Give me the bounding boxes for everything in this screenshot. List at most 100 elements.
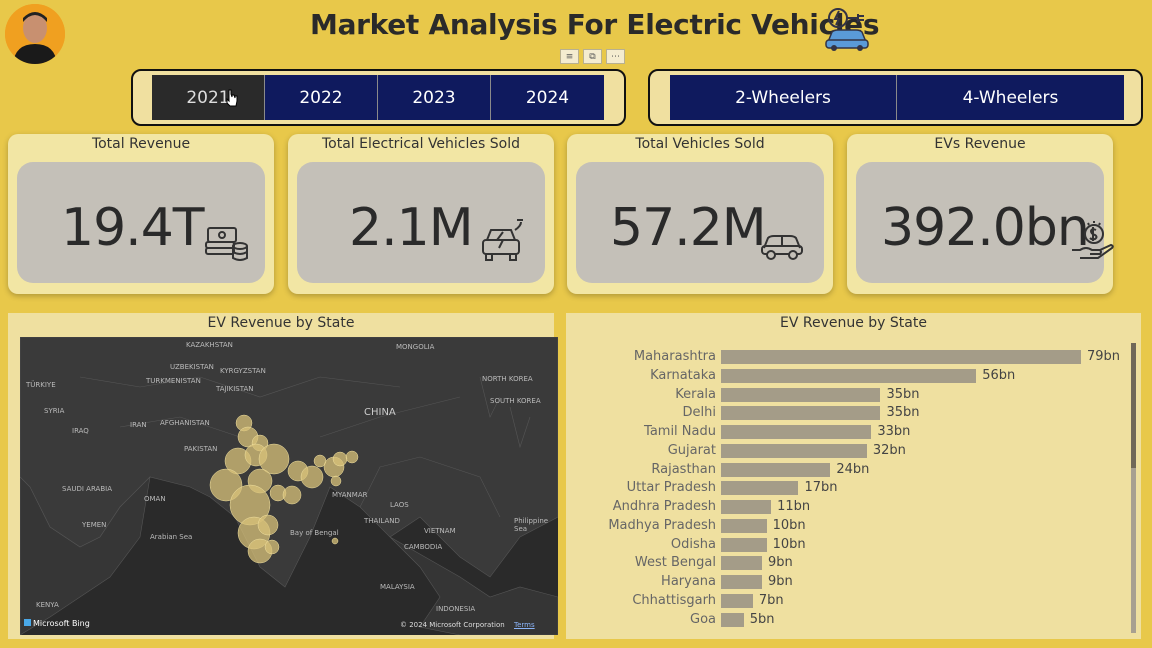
map-label: Bay of Bengal xyxy=(290,529,339,537)
money-stack-icon xyxy=(202,218,250,266)
kpi-title: EVs Revenue xyxy=(934,136,1026,152)
ev-revenue-map[interactable]: TÜRKIYE SYRIA IRAQ IRAN AFGHANISTAN PAKI… xyxy=(20,337,558,635)
visual-header-toolbar: ≡ ⧉ ⋯ xyxy=(560,49,625,64)
chart-scrollbar[interactable] xyxy=(1131,343,1136,633)
year-2021-button[interactable]: 2021 xyxy=(152,75,265,120)
map-label: THAILAND xyxy=(364,517,400,525)
two-wheelers-button[interactable]: 2-Wheelers xyxy=(670,75,897,120)
bar-category-label: Kerala xyxy=(675,386,716,402)
bar[interactable] xyxy=(721,368,977,383)
bar-value-label: 11bn xyxy=(777,499,811,514)
kpi-ev-revenue: EVs Revenue 392.0bn xyxy=(847,134,1114,294)
map-label: CAMBODIA xyxy=(404,543,443,551)
bar[interactable] xyxy=(721,500,772,514)
bar-category-label: Uttar Pradesh xyxy=(626,480,716,496)
avatar xyxy=(5,4,65,64)
map-label: TURKMENISTAN xyxy=(146,377,201,385)
bar-chart-panel: EV Revenue by State Maharashtra 79bn Karna… xyxy=(566,313,1141,639)
map-label: PAKISTAN xyxy=(184,445,218,453)
bar-value-label: 9bn xyxy=(768,555,793,571)
bar-row[interactable]: Uttar Pradesh 17bn xyxy=(566,478,1126,497)
bar-row[interactable]: Rajasthan 24bn xyxy=(566,460,1126,479)
bar[interactable] xyxy=(721,593,753,608)
map-label: SYRIA xyxy=(44,407,65,415)
map-landmass xyxy=(20,337,558,635)
bar-category-label: Rajasthan xyxy=(651,461,716,477)
bar[interactable] xyxy=(721,387,881,402)
map-label: IRAN xyxy=(130,421,147,429)
vehicle-type-slicer: 2-Wheelers 4-Wheelers xyxy=(648,69,1143,126)
bar[interactable] xyxy=(721,425,872,439)
bar-value-label: 17bn xyxy=(804,480,838,496)
kpi-value: 2.1M xyxy=(349,198,474,258)
bar-category-label: Madhya Pradesh xyxy=(608,517,716,533)
bar[interactable] xyxy=(721,556,762,571)
bar-value-label: 10bn xyxy=(772,517,806,533)
year-2024-button[interactable]: 2024 xyxy=(491,75,604,120)
map-label: YEMEN xyxy=(82,521,107,529)
more-options-icon[interactable]: ⋯ xyxy=(606,49,625,64)
bar-category-label: Tamil Nadu xyxy=(644,424,716,439)
bar-row[interactable]: West Bengal 9bn xyxy=(566,553,1126,572)
bar-category-label: Odisha xyxy=(670,536,716,552)
map-label: NORTH KOREA xyxy=(482,375,533,383)
bar[interactable] xyxy=(721,518,767,533)
bar-row[interactable]: Kerala 35bn xyxy=(566,385,1126,404)
map-label: MYANMAR xyxy=(332,491,368,499)
bar-row[interactable]: Karnataka 56bn xyxy=(566,366,1126,385)
bar[interactable] xyxy=(721,462,831,477)
scrollbar-thumb[interactable] xyxy=(1131,343,1136,468)
bar-row[interactable]: Delhi 35bn xyxy=(566,403,1126,422)
bar-row[interactable]: Goa 5bn xyxy=(566,610,1126,629)
bar-row[interactable]: Andhra Pradesh 11bn xyxy=(566,497,1126,516)
kpi-title: Total Electrical Vehicles Sold xyxy=(322,136,520,152)
bar-category-label: Andhra Pradesh xyxy=(612,499,716,514)
bar[interactable] xyxy=(721,481,799,496)
map-terms-link[interactable]: Terms xyxy=(514,621,535,629)
bar-row[interactable]: Odisha 10bn xyxy=(566,535,1126,554)
bar[interactable] xyxy=(721,575,762,589)
bar[interactable] xyxy=(721,443,867,458)
map-label: MONGOLIA xyxy=(396,343,435,351)
map-label: INDONESIA xyxy=(436,605,476,613)
mouse-cursor-icon xyxy=(226,89,238,107)
year-2023-button[interactable]: 2023 xyxy=(378,75,491,120)
bar-value-label: 79bn xyxy=(1087,349,1121,364)
car-icon xyxy=(758,218,806,266)
bar-category-label: Chhattisgarh xyxy=(632,592,716,608)
map-label: Arabian Sea xyxy=(150,533,193,541)
focus-mode-icon[interactable]: ⧉ xyxy=(583,49,602,64)
map-label: CHINA xyxy=(364,407,396,418)
map-label: Philippine Sea xyxy=(514,517,549,533)
kpi-value: 19.4T xyxy=(61,198,205,258)
four-wheelers-button[interactable]: 4-Wheelers xyxy=(897,75,1124,120)
bing-attribution: Microsoft Bing xyxy=(24,619,90,628)
bar[interactable] xyxy=(721,537,767,552)
kpi-value: 57.2M xyxy=(610,198,767,258)
filter-icon[interactable]: ≡ xyxy=(560,49,579,64)
bar[interactable] xyxy=(721,350,1081,364)
map-label: TÜRKIYE xyxy=(26,381,56,389)
bar-row[interactable]: Chhattisgarh 7bn xyxy=(566,591,1126,610)
year-2022-button[interactable]: 2022 xyxy=(265,75,378,120)
bar-row[interactable]: Gujarat 32bn xyxy=(566,441,1126,460)
map-label: SOUTH KOREA xyxy=(490,397,541,405)
kpi-value: 392.0bn xyxy=(881,198,1090,258)
bar[interactable] xyxy=(721,612,744,627)
map-label: VIETNAM xyxy=(424,527,456,535)
bar-row[interactable]: Tamil Nadu 33bn xyxy=(566,422,1126,441)
kpi-title: Total Revenue xyxy=(91,136,191,152)
map-label: MALAYSIA xyxy=(380,583,415,591)
bar-row[interactable]: Haryana 9bn xyxy=(566,572,1126,591)
bar-row[interactable]: Maharashtra 79bn xyxy=(566,347,1126,366)
map-label: LAOS xyxy=(390,501,409,509)
bar-value-label: 35bn xyxy=(886,405,920,421)
bar-value-label: 7bn xyxy=(758,592,784,608)
bar-row[interactable]: Madhya Pradesh 10bn xyxy=(566,516,1126,535)
bar-category-label: Karnataka xyxy=(650,367,716,383)
bar[interactable] xyxy=(721,406,881,421)
bar-category-label: Gujarat xyxy=(667,442,716,458)
bar-category-label: Goa xyxy=(690,611,716,627)
bar-category-label: Haryana xyxy=(661,574,716,589)
map-copyright: © 2024 Microsoft Corporation xyxy=(400,621,505,629)
